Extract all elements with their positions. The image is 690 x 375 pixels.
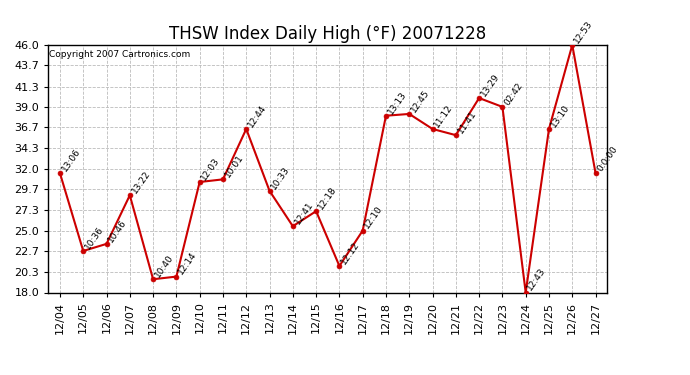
Text: 13:10: 13:10	[549, 103, 571, 129]
Title: THSW Index Daily High (°F) 20071228: THSW Index Daily High (°F) 20071228	[169, 26, 486, 44]
Text: 12:44: 12:44	[246, 103, 268, 129]
Text: 12:41: 12:41	[293, 200, 315, 226]
Text: 12:45: 12:45	[409, 88, 431, 114]
Text: 10:40: 10:40	[153, 253, 175, 279]
Text: 10:36: 10:36	[83, 225, 106, 251]
Text: 12:43: 12:43	[526, 266, 548, 292]
Text: 13:29: 13:29	[479, 72, 501, 98]
Text: 11:41: 11:41	[456, 109, 478, 135]
Text: 12:14: 12:14	[177, 251, 199, 277]
Text: 11:12: 11:12	[433, 103, 455, 129]
Text: Copyright 2007 Cartronics.com: Copyright 2007 Cartronics.com	[50, 50, 190, 59]
Text: 13:22: 13:22	[130, 169, 152, 195]
Text: 10:46: 10:46	[106, 217, 128, 244]
Text: 10:33: 10:33	[270, 165, 292, 191]
Text: 12:53: 12:53	[572, 19, 594, 45]
Text: 13:13: 13:13	[386, 89, 408, 116]
Text: 12:12: 12:12	[339, 240, 362, 266]
Text: 0:0:00: 0:0:00	[595, 144, 620, 173]
Text: 12:10: 12:10	[363, 204, 385, 231]
Text: 10:01: 10:01	[223, 153, 245, 179]
Text: 12:18: 12:18	[316, 185, 338, 211]
Text: 02:42: 02:42	[502, 81, 524, 107]
Text: 12:03: 12:03	[199, 156, 221, 182]
Text: 13:06: 13:06	[60, 147, 82, 173]
